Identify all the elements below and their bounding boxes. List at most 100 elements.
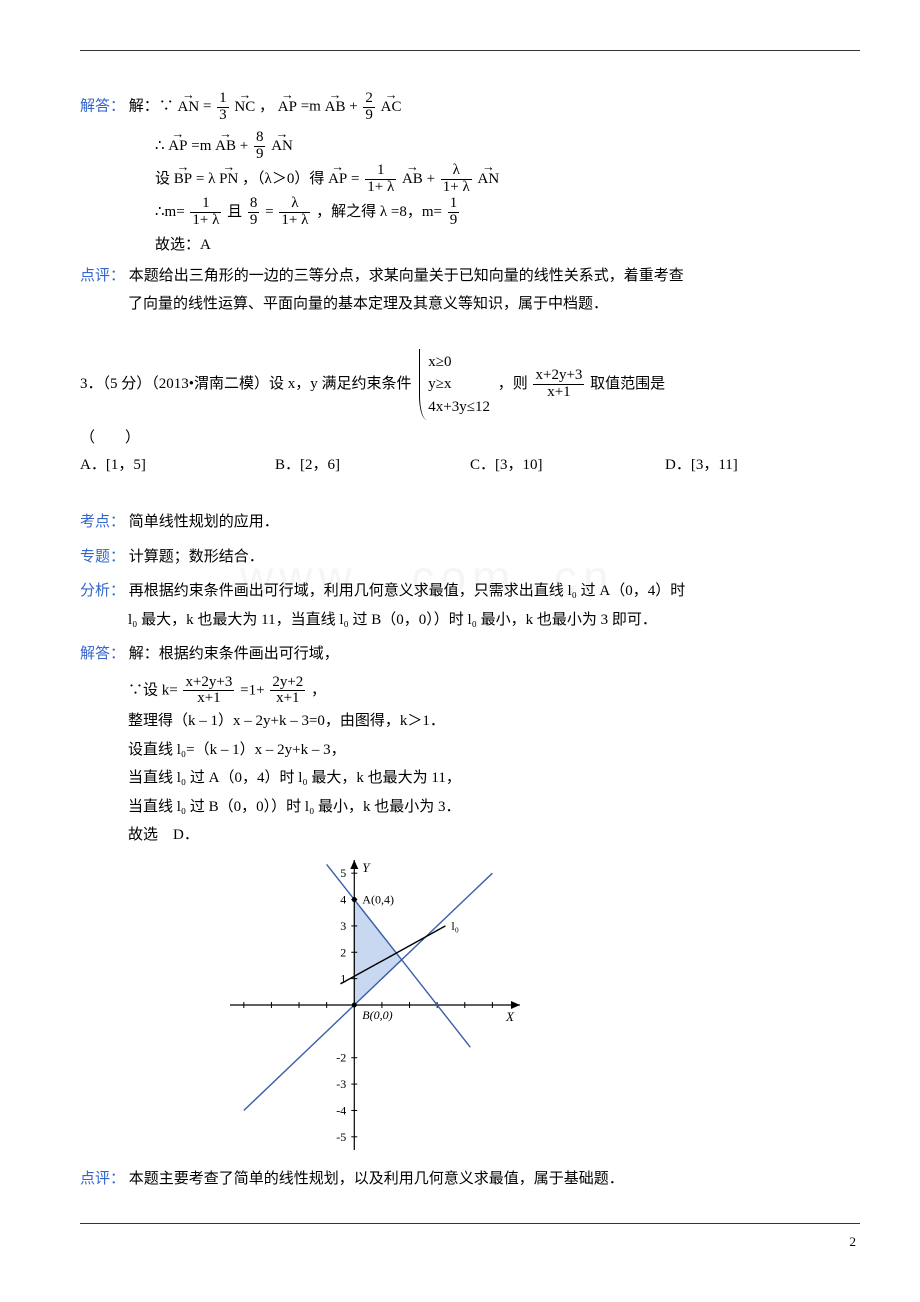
review1-line2: 了向量的线性运算、平面向量的基本定理及其意义等知识，属于中档题． — [80, 290, 860, 319]
eq-3: = — [351, 171, 359, 187]
page-number: 2 — [80, 1234, 860, 1250]
vec-AN-2: AN — [271, 130, 293, 163]
plus: + — [349, 99, 357, 115]
case-2: y≥x — [428, 373, 490, 396]
svg-text:l₀: l₀ — [451, 918, 459, 932]
frac-2-9: 29 — [361, 91, 377, 124]
eq-m-2: =m — [191, 138, 211, 154]
solution-1: 解答： 解：∵ AN = 13 NC ， AP =m AB + 29 AC — [80, 91, 860, 124]
zhuanti-text: 计算题；数形结合． — [129, 549, 264, 565]
svg-text:2: 2 — [340, 945, 346, 959]
lambda-cond: ，（λ＞0）得 — [242, 171, 324, 187]
eq-sign: = — [203, 99, 211, 115]
svg-text:X: X — [505, 1009, 515, 1024]
svg-text:Y: Y — [362, 860, 371, 875]
eq-4: = — [265, 204, 273, 220]
sol2-line1: 解：根据约束条件画出可行域， — [129, 646, 339, 662]
svg-text:-2: -2 — [336, 1050, 346, 1064]
case-3: 4x+3y≤12 — [428, 396, 490, 419]
sol2-frac2: 2y+2x+1 — [268, 675, 307, 708]
vec-AP-3: AP — [328, 163, 347, 196]
sol1-body: ∴ AP =m AB + 89 AN 设 BP = λ PN ，（λ＞0）得 A… — [80, 130, 860, 262]
q3-frac: x+2y+3x+1 — [531, 368, 586, 401]
frac-1-3: 13 — [215, 91, 231, 124]
sol2-body: ∵设 k= x+2y+3x+1 =1+ 2y+2x+1 ， 整理得（k – 1）… — [80, 675, 860, 850]
vec-AN-3: AN — [478, 163, 500, 196]
q3-stem-b: ，则 — [498, 376, 528, 392]
sol2-pre: ∵设 k= — [128, 682, 178, 698]
sol2-line2: ∵设 k= x+2y+3x+1 =1+ 2y+2x+1 ， — [128, 675, 860, 708]
page-container: www. .com .cn 解答： 解：∵ AN = 13 NC ， AP =m… — [0, 0, 920, 1280]
sol2-mid: =1+ — [240, 682, 264, 698]
feasible-region-graph: -5-4-3-212345YXA(0,4)B(0,0)l₀ — [80, 860, 860, 1155]
plus-2: + — [240, 138, 248, 154]
q3-choices: A．[1，5] B．[2，6] C．[3，10] D．[3，11] — [80, 453, 860, 474]
plus-3: + — [427, 171, 435, 187]
review-1: 点评： 本题给出三角形的一边的三等分点，求某向量关于已知向量的线性关系式，着重考… — [80, 262, 860, 319]
sol1-line2: ∴ AP =m AB + 89 AN — [155, 130, 860, 163]
frac-1-9: 19 — [446, 196, 462, 229]
vec-BP: BP — [174, 163, 192, 196]
eq-lambda: = λ — [196, 171, 219, 187]
sol2-line6: 当直线 l₀ 过 B（0，0））时 l₀ 最小，k 也最小为 3． — [128, 793, 860, 822]
sol1-line3: 设 BP = λ PN ，（λ＞0）得 AP = 11+ λ AB + λ1+ … — [155, 163, 860, 196]
case-1: x≥0 — [428, 351, 490, 374]
sol2-frac1: x+2y+3x+1 — [181, 675, 236, 708]
label-kaodian: 考点： — [80, 514, 125, 530]
frac-l-1l: λ1+ λ — [439, 163, 474, 196]
label-review-2: 点评： — [80, 1171, 125, 1187]
q3-stem-a: 3．（5 分）（2013•渭南二模）设 x，y 满足约束条件 — [80, 376, 412, 392]
vec-PN: PN — [219, 163, 238, 196]
kaodian: 考点： 简单线性规划的应用． — [80, 508, 860, 537]
svg-text:B(0,0): B(0,0) — [362, 1008, 392, 1022]
choice-B: B．[2，6] — [275, 453, 470, 474]
sol1-line0: 解：∵ — [129, 99, 174, 115]
svg-text:3: 3 — [340, 918, 346, 932]
therefore-m: ∴m= — [155, 204, 185, 220]
sol2-line4: 设直线 l₀=（k – 1）x – 2y+k – 3， — [128, 736, 860, 765]
sol2-line3: 整理得（k – 1）x – 2y+k – 3=0，由图得，k＞1． — [128, 707, 860, 736]
label-zhuanti: 专题： — [80, 549, 125, 565]
fenxi-line2: l₀ 最大，k 也最大为 11，当直线 l₀ 过 B（0，0））时 l₀ 最小，… — [80, 606, 860, 635]
svg-text:A(0,4): A(0,4) — [362, 892, 394, 906]
label-solution: 解答： — [80, 99, 125, 115]
label-solution-2: 解答： — [80, 646, 125, 662]
frac-1-1l: 11+ λ — [363, 163, 398, 196]
sol1-line4: ∴m= 11+ λ 且 89 = λ1+ λ ，解之得 λ =8，m= 19 — [155, 196, 860, 229]
solution-2: 解答： 解：根据约束条件画出可行域， — [80, 640, 860, 669]
comma: ， — [259, 99, 274, 115]
sol1-line5: 故选：A — [155, 229, 860, 262]
frac-1-1l-b: 11+ λ — [188, 196, 223, 229]
review2-text: 本题主要考查了简单的线性规划，以及利用几何意义求最值，属于基础题． — [129, 1171, 624, 1187]
eq-m: =m — [301, 99, 321, 115]
choice-D: D．[3，11] — [665, 453, 860, 474]
question-3-stem: 3．（5 分）（2013•渭南二模）设 x，y 满足约束条件 x≥0 y≥x 4… — [80, 349, 860, 421]
svg-text:-3: -3 — [336, 1077, 346, 1091]
sol2-post: ， — [311, 682, 326, 698]
q3-cases: x≥0 y≥x 4x+3y≤12 — [419, 349, 490, 421]
label-review-1: 点评： — [80, 268, 125, 284]
choice-C: C．[3，10] — [470, 453, 665, 474]
label-fenxi: 分析： — [80, 583, 125, 599]
svg-text:-4: -4 — [336, 1103, 346, 1117]
zhuanti: 专题： 计算题；数形结合． — [80, 543, 860, 572]
therefore-1: ∴ — [155, 138, 165, 154]
vec-AC: AC — [381, 93, 402, 122]
q3-stem-c: 取值范围是 — [590, 376, 665, 392]
vec-AP: AP — [278, 93, 297, 122]
and: 且 — [227, 204, 242, 220]
vec-AB: AB — [325, 93, 346, 122]
vec-AN: AN — [178, 93, 200, 122]
svg-text:5: 5 — [340, 866, 346, 880]
top-rule — [80, 50, 860, 51]
bottom-rule — [80, 1223, 860, 1224]
frac-8-9: 89 — [252, 130, 268, 163]
review-2: 点评： 本题主要考查了简单的线性规划，以及利用几何意义求最值，属于基础题． — [80, 1165, 860, 1194]
review1-line1: 本题给出三角形的一边的三等分点，求某向量关于已知向量的线性关系式，着重考查 — [129, 268, 684, 284]
let-bp: 设 — [155, 171, 170, 187]
svg-text:-5: -5 — [336, 1129, 346, 1143]
fenxi-line1: 再根据约束条件画出可行域，利用几何意义求最值，只需求出直线 l₀ 过 A（0，4… — [129, 583, 685, 599]
sol2-line5: 当直线 l₀ 过 A（0，4）时 l₀ 最大，k 也最大为 11， — [128, 764, 860, 793]
q3-paren: （ ） — [80, 426, 860, 447]
vec-NC: NC — [234, 93, 255, 122]
